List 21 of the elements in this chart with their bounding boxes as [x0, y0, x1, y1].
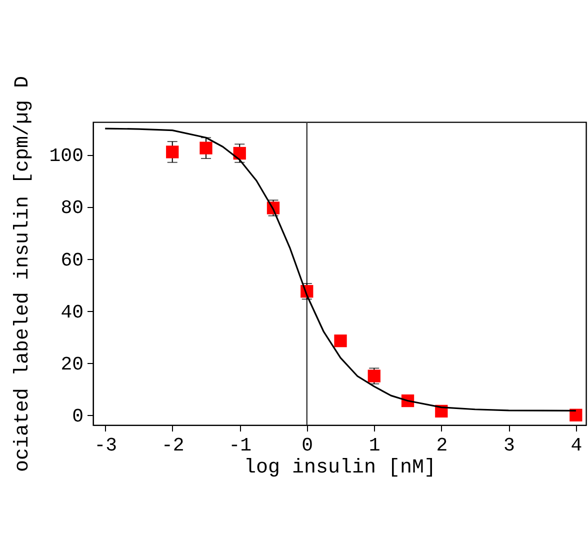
y-tick-label: 0	[72, 406, 84, 428]
point	[334, 334, 347, 348]
y-tick-label: 20	[60, 353, 84, 376]
x-tick-label: 3	[503, 434, 515, 456]
y-tick-label: 60	[60, 249, 84, 272]
y-tick-label: 100	[49, 145, 84, 168]
point	[166, 146, 179, 158]
y-axis-title: ociated labeled insulin [cpm/µg D	[11, 76, 34, 472]
point	[570, 408, 582, 422]
point	[200, 142, 212, 154]
x-tick-label: -1	[228, 434, 252, 456]
x-axis-title: log insulin [nM]	[244, 456, 436, 480]
x-tick-label: 0	[302, 434, 314, 456]
x-tick-label: 1	[368, 434, 380, 456]
point	[233, 146, 246, 160]
y-tick-label: 40	[60, 301, 84, 324]
y-tick-label: 80	[60, 197, 84, 220]
x-tick-label: 4	[570, 434, 582, 456]
x-tick-label: -3	[94, 434, 118, 456]
x-tick-label: 2	[436, 434, 448, 456]
x-tick-label: -2	[161, 434, 184, 456]
